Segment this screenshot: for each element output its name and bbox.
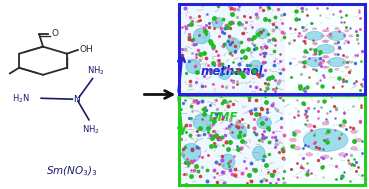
Circle shape [327,35,331,37]
Circle shape [306,57,323,67]
Text: H$_2$N: H$_2$N [12,92,30,105]
Ellipse shape [186,60,201,74]
Circle shape [298,35,303,37]
Circle shape [314,53,318,55]
Circle shape [345,30,349,32]
Bar [181,5,285,93]
Circle shape [345,56,349,58]
Circle shape [298,61,303,63]
Ellipse shape [212,18,223,28]
Circle shape [334,53,338,55]
Circle shape [339,153,345,156]
Circle shape [313,54,317,56]
Circle shape [345,40,349,42]
Circle shape [303,66,307,68]
Bar [289,5,363,93]
Circle shape [355,138,362,142]
Circle shape [306,124,313,127]
Circle shape [323,30,327,32]
Circle shape [310,48,314,50]
Text: Sm(NO$_3$)$_3$: Sm(NO$_3$)$_3$ [46,165,98,178]
Circle shape [306,31,323,40]
Circle shape [321,35,325,37]
Circle shape [323,66,327,68]
Circle shape [323,40,327,42]
Circle shape [345,66,349,68]
Ellipse shape [193,114,214,131]
Ellipse shape [225,38,240,52]
Circle shape [314,43,318,45]
Circle shape [317,44,335,53]
Ellipse shape [230,123,246,139]
Text: DMF: DMF [208,111,238,124]
Text: methanol: methanol [201,65,264,78]
Ellipse shape [249,60,262,73]
Circle shape [303,30,307,32]
Circle shape [323,56,327,58]
Circle shape [322,122,329,125]
Text: O: O [51,29,58,38]
Circle shape [313,28,317,30]
Circle shape [294,147,301,150]
Ellipse shape [256,28,268,39]
Circle shape [351,147,357,150]
Bar [289,96,363,184]
Circle shape [294,130,301,133]
Circle shape [321,61,325,63]
Ellipse shape [193,28,210,44]
Circle shape [325,30,329,32]
Circle shape [325,40,329,42]
Circle shape [349,61,353,63]
Circle shape [338,48,342,50]
Circle shape [322,155,329,158]
Ellipse shape [218,67,231,80]
Circle shape [328,31,346,40]
Circle shape [303,40,307,42]
Circle shape [335,28,339,30]
Circle shape [349,35,353,37]
Bar [179,95,365,184]
Bar [179,5,365,94]
Circle shape [327,61,331,63]
Ellipse shape [182,143,201,163]
Text: NH$_2$: NH$_2$ [87,64,105,77]
Circle shape [339,124,345,127]
Circle shape [313,42,317,44]
Circle shape [328,57,346,67]
Circle shape [335,68,339,70]
Text: NH$_2$: NH$_2$ [82,124,100,136]
Circle shape [324,55,328,57]
Circle shape [334,43,338,45]
Circle shape [325,56,329,58]
Circle shape [303,56,307,58]
Circle shape [290,138,296,142]
Text: OH: OH [79,45,93,54]
Ellipse shape [253,146,265,160]
Ellipse shape [257,116,271,129]
Circle shape [351,130,357,133]
Circle shape [303,129,348,151]
Bar [181,96,285,184]
Circle shape [313,68,317,70]
Circle shape [325,66,329,68]
Circle shape [306,153,313,156]
Ellipse shape [220,154,235,170]
Circle shape [335,42,339,44]
Circle shape [324,41,328,43]
Text: N: N [73,95,79,104]
Circle shape [335,54,339,56]
